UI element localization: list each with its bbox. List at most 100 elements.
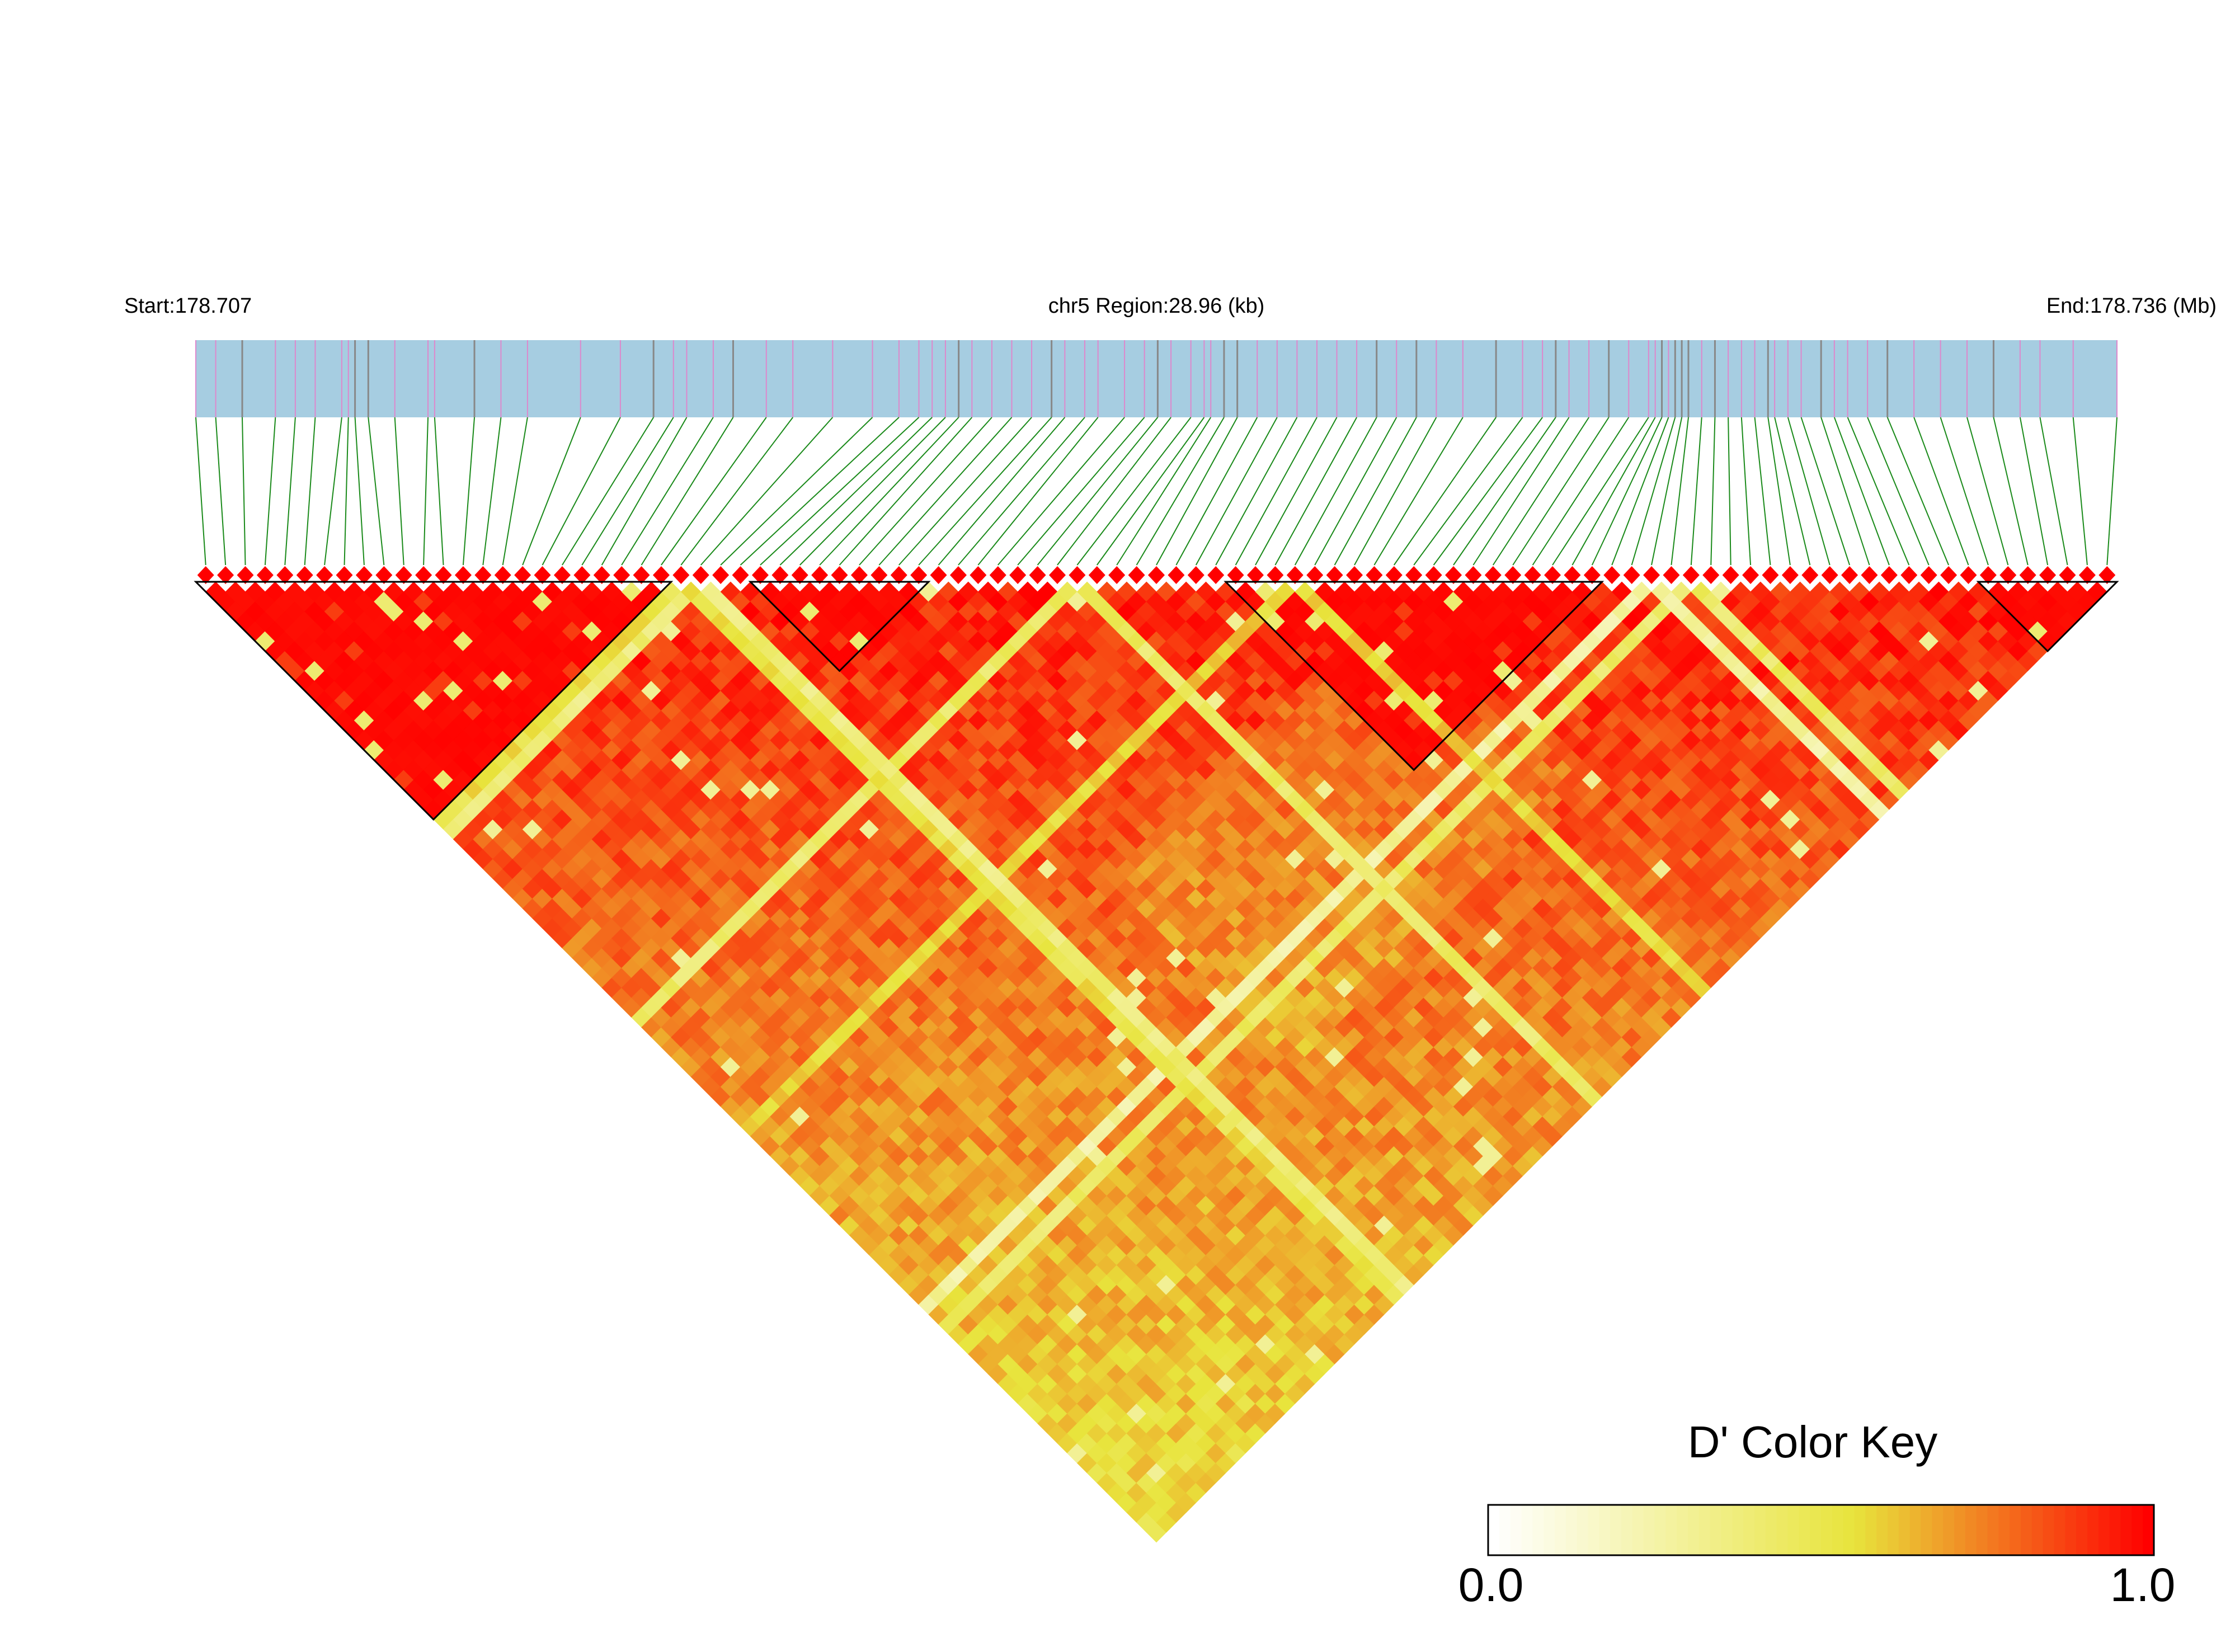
snp-marker: [1781, 566, 1799, 584]
snp-marker: [454, 566, 472, 584]
snp-marker: [2059, 566, 2076, 584]
snp-connector: [1156, 417, 1238, 566]
snp-marker: [494, 566, 511, 584]
color-key-segment: [1876, 1505, 1888, 1555]
snp-marker: [890, 566, 907, 584]
snp-connector: [1886, 417, 1950, 566]
snp-connector: [1690, 417, 1702, 566]
snp-connector: [641, 417, 734, 566]
snp-marker: [256, 566, 274, 584]
snp-marker: [1623, 566, 1640, 584]
snp-marker: [1484, 566, 1502, 584]
snp-marker: [1168, 566, 1185, 584]
snp-connector: [1940, 417, 1989, 566]
snp-connector: [1552, 417, 1649, 566]
region-label: chr5 Region:28.96 (kb): [1048, 294, 1265, 318]
snp-marker: [395, 566, 412, 584]
color-key-segment: [1765, 1505, 1777, 1555]
snp-connector: [1017, 417, 1145, 566]
snp-connector: [859, 417, 992, 566]
snp-marker: [1583, 566, 1601, 584]
snp-marker: [1366, 566, 1383, 584]
color-key-segment: [1643, 1505, 1655, 1555]
snp-connector: [1631, 417, 1676, 566]
snp-marker: [1029, 566, 1046, 584]
snp-marker: [1682, 566, 1700, 584]
snp-connector: [542, 417, 621, 566]
snp-marker: [1801, 566, 1819, 584]
snp-connector: [423, 417, 429, 566]
snp-connector: [1993, 417, 2029, 566]
snp-connector: [482, 417, 502, 566]
snp-connector: [522, 417, 581, 566]
snp-marker: [1722, 566, 1739, 584]
snp-marker: [1940, 566, 1958, 584]
snp-marker: [296, 566, 313, 584]
color-key-segment: [1754, 1505, 1766, 1555]
snp-connector: [918, 417, 1052, 566]
snp-marker: [2039, 566, 2057, 584]
gene-track: [196, 340, 2117, 417]
snp-connector: [1800, 417, 1851, 566]
start-label: Start:178.707: [124, 294, 252, 318]
snp-marker: [970, 566, 987, 584]
snp-connector: [839, 417, 973, 566]
snp-connector: [819, 417, 959, 566]
snp-marker: [1148, 566, 1165, 584]
snp-connector: [324, 417, 342, 566]
snp-marker: [1762, 566, 1779, 584]
color-key-segment: [1577, 1505, 1589, 1555]
snp-marker: [1425, 566, 1442, 584]
snp-connector: [1833, 417, 1890, 566]
snp-marker: [1326, 566, 1343, 584]
snp-connector: [2019, 417, 2049, 566]
snp-connector: [977, 417, 1099, 566]
snp-connector: [1057, 417, 1171, 566]
color-key-segment: [1732, 1505, 1744, 1555]
snp-marker: [1663, 566, 1680, 584]
snp-connector: [1472, 417, 1570, 566]
snp-connector: [502, 417, 528, 566]
snp-marker: [375, 566, 393, 584]
snp-connector: [1175, 417, 1258, 566]
snp-marker: [237, 566, 254, 584]
snp-marker: [1187, 566, 1204, 584]
snp-connector: [284, 417, 296, 566]
snp-marker: [1385, 566, 1403, 584]
snp-marker: [553, 566, 571, 584]
snp-connector: [1314, 417, 1398, 566]
snp-connector: [700, 417, 834, 566]
snp-marker: [791, 566, 808, 584]
snp-marker: [514, 566, 531, 584]
snp-marker: [435, 566, 452, 584]
snp-marker: [1880, 566, 1898, 584]
color-key-title: D' Color Key: [1688, 1417, 1938, 1467]
snp-connector: [1354, 417, 1437, 566]
snp-marker: [1069, 566, 1086, 584]
color-key-segment: [1688, 1505, 1700, 1555]
snp-connector: [1754, 417, 1771, 566]
snp-marker: [1247, 566, 1264, 584]
snp-marker: [930, 566, 947, 584]
snp-connector: [878, 417, 1013, 566]
snp-marker: [751, 566, 769, 584]
snp-marker: [573, 566, 591, 584]
snp-marker: [1207, 566, 1225, 584]
snp-connector: [1591, 417, 1663, 566]
snp-connector: [1774, 417, 1811, 566]
snp-marker: [316, 566, 333, 584]
snp-marker: [355, 566, 373, 584]
snp-marker: [1306, 566, 1324, 584]
snp-marker: [1643, 566, 1660, 584]
snp-marker: [1286, 566, 1304, 584]
snp-connector: [394, 417, 404, 566]
snp-connector: [195, 417, 206, 566]
snp-connector: [1136, 417, 1225, 566]
snp-marker: [652, 566, 670, 584]
ld-heatmap-cells: [205, 581, 2107, 1543]
snp-marker: [692, 566, 709, 584]
snp-marker: [217, 566, 234, 584]
color-key-segment: [1865, 1505, 1878, 1555]
color-key-segment: [1743, 1505, 1755, 1555]
color-key-segment: [1588, 1505, 1600, 1555]
